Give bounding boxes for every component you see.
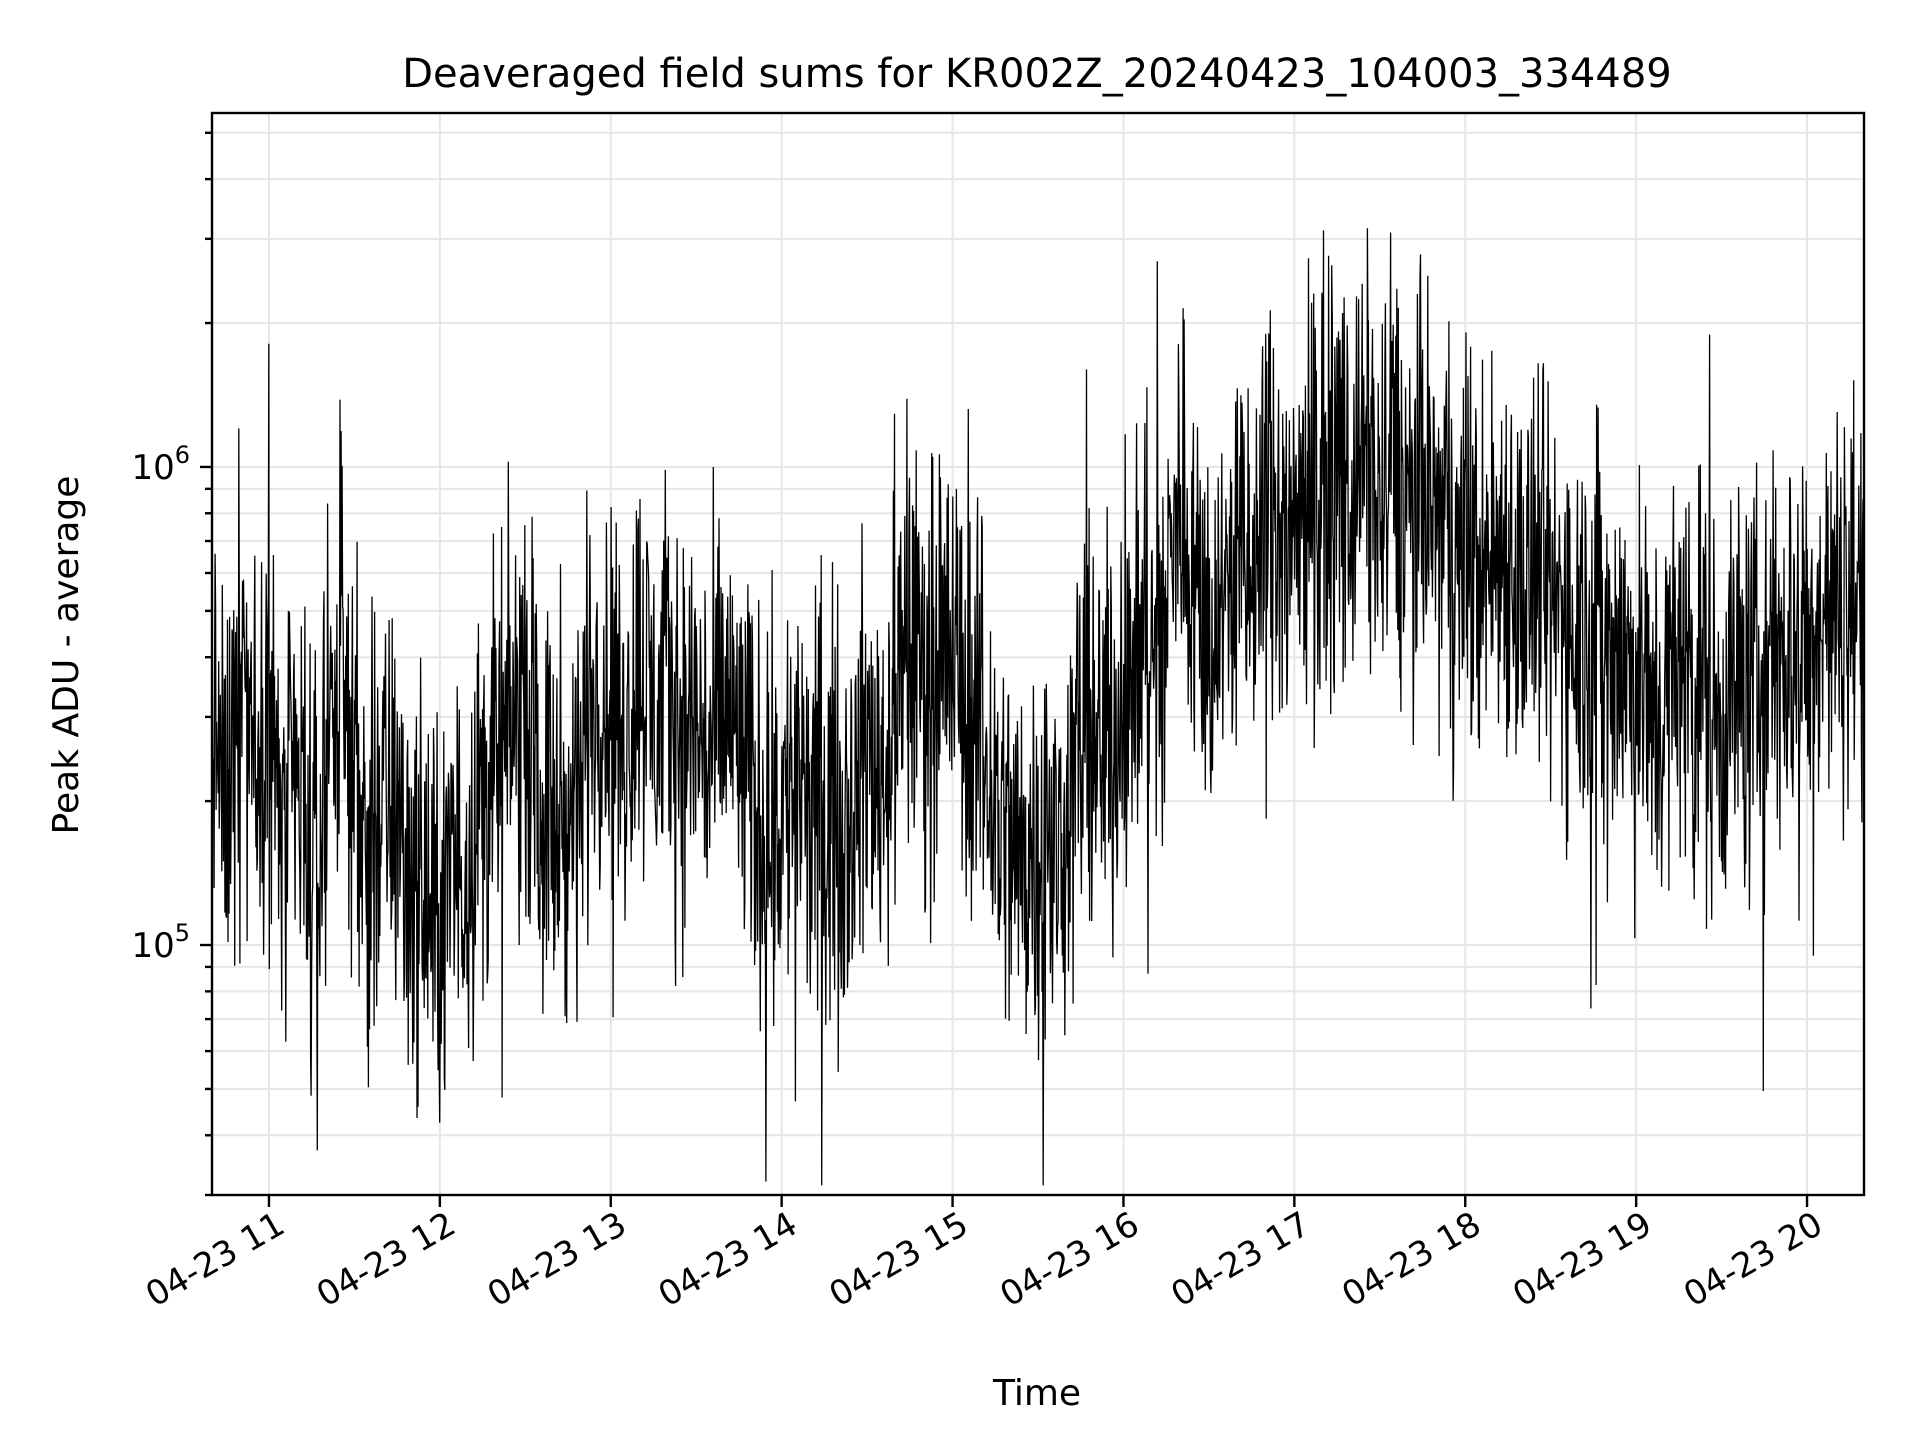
series-line-0: [211, 228, 1865, 1186]
plot-frame: [210, 111, 1866, 1197]
y-tick-label: 105: [131, 919, 190, 966]
y-axis-label: Peak ADU - average: [46, 476, 87, 835]
chart-title: Deaveraged field sums for KR002Z_2024042…: [402, 51, 1671, 97]
x-axis-label: Time: [992, 1373, 1081, 1414]
series-layer: [211, 228, 1865, 1186]
y-tick-label: 106: [131, 441, 190, 488]
